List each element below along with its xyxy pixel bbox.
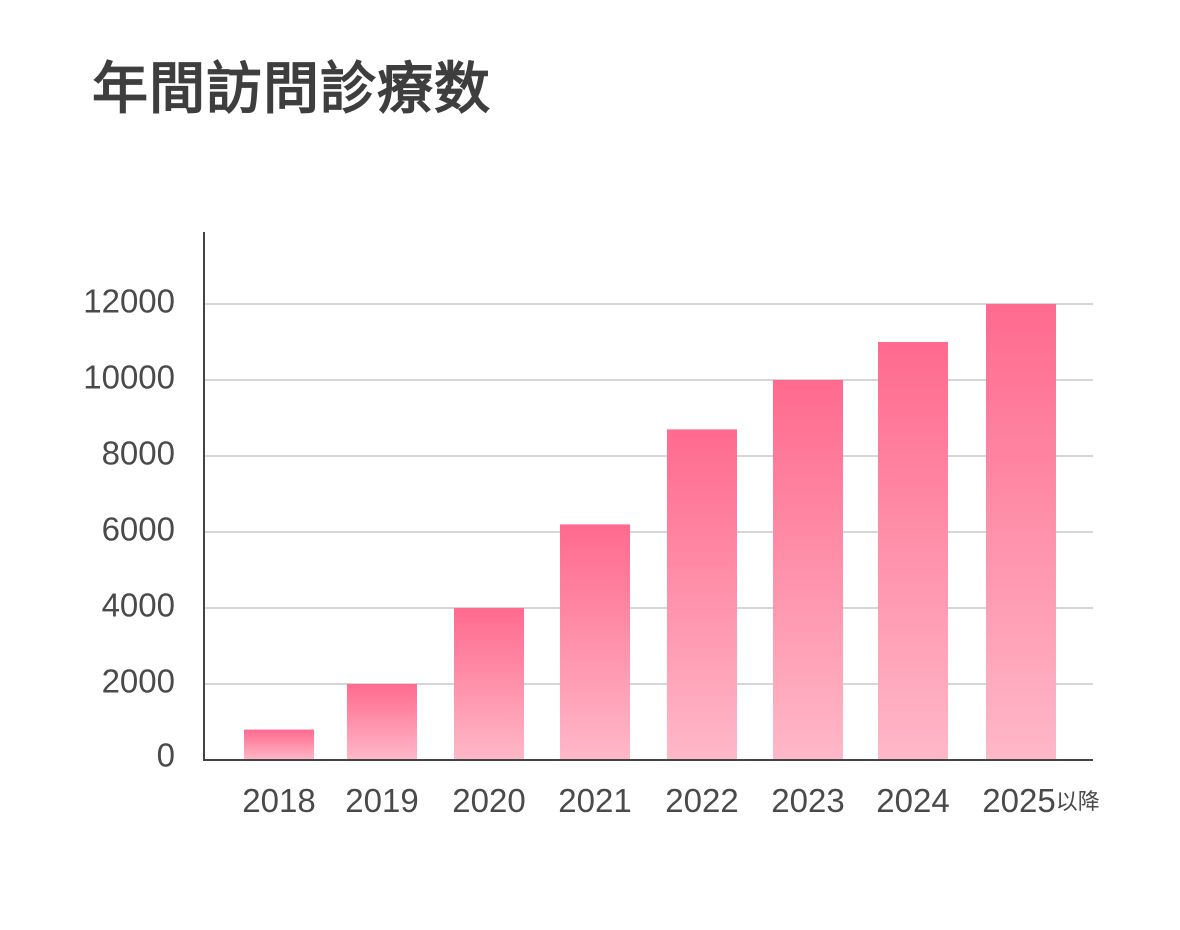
y-tick-label: 8000 [102, 435, 175, 472]
bar-2020 [454, 608, 524, 760]
bar-2018 [244, 729, 314, 760]
bar-2025 [986, 304, 1056, 760]
bar-2019 [347, 684, 417, 760]
y-tick-label: 4000 [102, 587, 175, 624]
axes [203, 232, 1093, 761]
bar-2024 [878, 342, 948, 760]
x-tick-label: 2025以降 [982, 782, 1099, 819]
gridlines [204, 303, 1093, 685]
bar-2021 [560, 524, 630, 760]
x-tick-label: 2021 [558, 782, 631, 819]
x-tick-labels: 2018 2019 2020 2021 2022 2023 2024 2025以降 [242, 782, 1099, 819]
y-tick-label: 12000 [83, 283, 175, 320]
y-tick-label: 0 [157, 737, 175, 774]
x-tick-label: 2022 [665, 782, 738, 819]
x-tick-label: 2020 [452, 782, 525, 819]
y-tick-label: 6000 [102, 511, 175, 548]
bar-2023 [773, 380, 843, 760]
x-tick-label: 2024 [876, 782, 949, 819]
y-tick-label: 2000 [102, 663, 175, 700]
x-tick-label: 2023 [771, 782, 844, 819]
x-tick-label: 2018 [242, 782, 315, 819]
x-tick-suffix: 以降 [1056, 790, 1100, 815]
bars [244, 304, 1056, 760]
x-tick-label: 2019 [345, 782, 418, 819]
bar-2022 [667, 429, 737, 760]
y-tick-labels: 0 2000 4000 6000 8000 10000 12000 [83, 283, 175, 774]
y-tick-label: 10000 [83, 359, 175, 396]
chart-title: 年間訪問診療数 [92, 57, 491, 122]
